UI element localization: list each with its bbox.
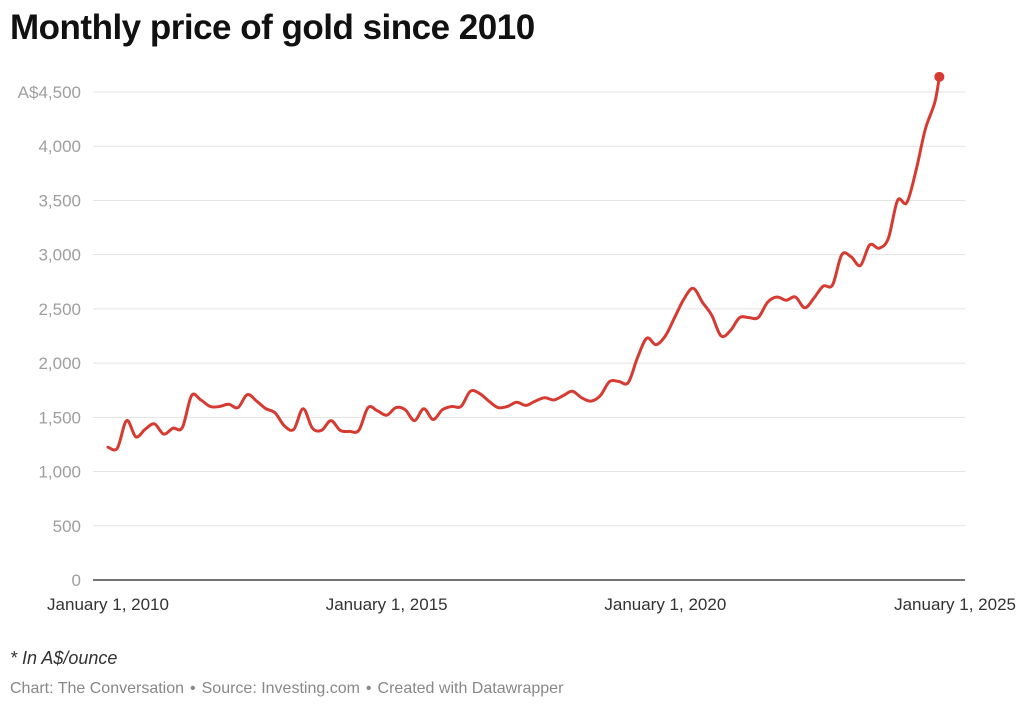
x-axis-tick-labels: January 1, 2010 January 1, 2015 January 1,… bbox=[47, 595, 1016, 614]
x-tick-label: January 1, 2010 bbox=[47, 595, 169, 614]
line-chart: 0 500 1,000 1,500 2,000 2,500 3,000 3,500 4,000 A… bbox=[18, 71, 1016, 614]
y-tick-label: 1,500 bbox=[38, 408, 81, 427]
x-tick-label: January 1, 2025 bbox=[894, 595, 1016, 614]
unit-note: * In A$/ounce bbox=[10, 648, 118, 668]
gold-price-line bbox=[106, 75, 941, 452]
footer-separator: • bbox=[190, 680, 196, 697]
latest-price-point bbox=[934, 71, 945, 82]
y-tick-label: 1,000 bbox=[38, 463, 81, 482]
y-tick-label: 0 bbox=[72, 571, 81, 590]
footer-separator: • bbox=[365, 680, 372, 697]
y-tick-label: 2,000 bbox=[38, 354, 81, 373]
chart-footer: Chart: The Conversation • Source: Investin… bbox=[10, 680, 563, 698]
y-tick-label: 4,000 bbox=[38, 137, 81, 156]
y-tick-label: 2,500 bbox=[38, 300, 81, 319]
chart-credit: Chart: The Conversation bbox=[10, 680, 185, 697]
y-tick-label: 3,000 bbox=[38, 246, 81, 265]
y-tick-label: A$4,500 bbox=[18, 83, 81, 102]
x-tick-label: January 1, 2020 bbox=[604, 595, 726, 614]
chart-title: Monthly price of gold since 2010 bbox=[10, 8, 535, 47]
gridlines bbox=[93, 91, 965, 527]
y-axis-tick-labels: 0 500 1,000 1,500 2,000 2,500 3,000 3,500 4,000 A… bbox=[18, 83, 81, 590]
y-tick-label: 3,500 bbox=[38, 191, 81, 210]
y-tick-label: 500 bbox=[53, 517, 81, 536]
source-credit: Source: Investing.com bbox=[201, 680, 360, 697]
x-tick-label: January 1, 2015 bbox=[326, 595, 448, 614]
created-with-credit: Created with Datawrapper bbox=[377, 680, 564, 697]
